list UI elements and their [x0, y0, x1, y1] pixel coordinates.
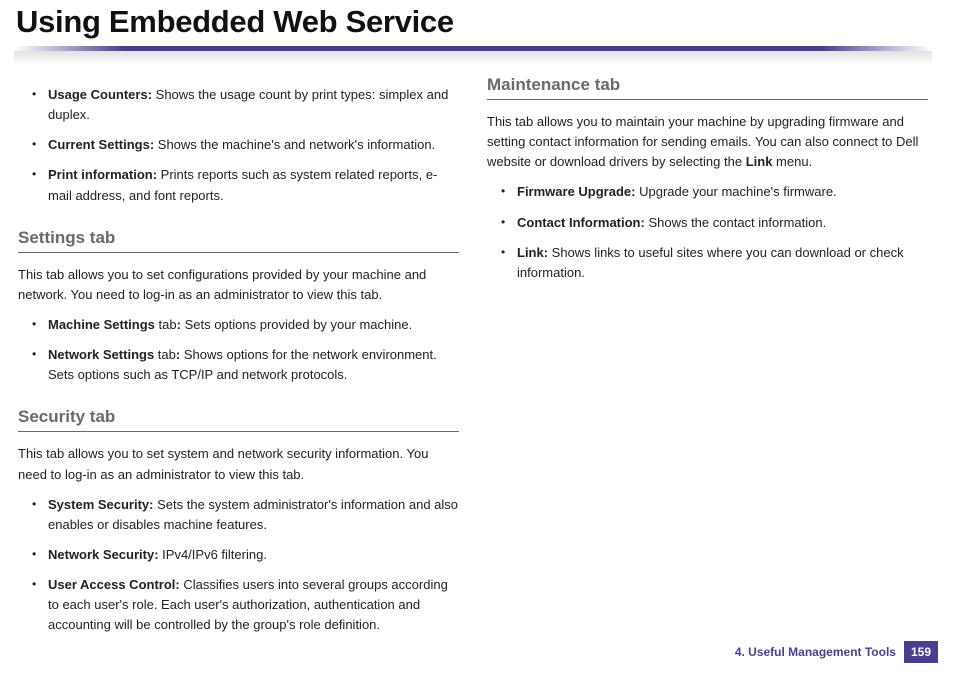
security-tab-heading: Security tab [18, 407, 459, 432]
maintenance-tab-heading: Maintenance tab [487, 75, 928, 100]
settings-tab-heading: Settings tab [18, 228, 459, 253]
list-item: System Security: Sets the system adminis… [38, 495, 459, 535]
page-title: Using Embedded Web Service [14, 4, 932, 40]
item-label: Network Settings [48, 347, 154, 362]
list-item: Link: Shows links to useful sites where … [507, 243, 928, 283]
list-item: Current Settings: Shows the machine's an… [38, 135, 459, 155]
title-underline [14, 46, 932, 51]
item-text: Shows the machine's and network's inform… [154, 137, 435, 152]
chapter-label: 4. Useful Management Tools [735, 645, 896, 659]
title-bar: Using Embedded Web Service [14, 0, 932, 59]
item-label: Print information: [48, 167, 157, 182]
list-item: Network Settings tab: Shows options for … [38, 345, 459, 385]
item-text: Shows links to useful sites where you ca… [517, 245, 904, 280]
item-label: Contact Information: [517, 215, 645, 230]
item-text: Shows the contact information. [645, 215, 826, 230]
item-mid: tab [154, 347, 176, 362]
content-columns: Usage Counters: Shows the usage count by… [14, 75, 932, 646]
item-label: System Security: [48, 497, 154, 512]
item-text: Upgrade your machine's firmware. [635, 184, 836, 199]
page: Using Embedded Web Service Usage Counter… [0, 0, 954, 675]
list-item: Print information: Prints reports such a… [38, 165, 459, 205]
page-number: 159 [904, 641, 938, 663]
list-item: Network Security: IPv4/IPv6 filtering. [38, 545, 459, 565]
right-column: Maintenance tab This tab allows you to m… [487, 75, 928, 646]
list-item: Firmware Upgrade: Upgrade your machine's… [507, 182, 928, 202]
item-mid: tab [155, 317, 177, 332]
item-label: Network Security: [48, 547, 159, 562]
item-label: Machine Settings [48, 317, 155, 332]
maintenance-tab-items: Firmware Upgrade: Upgrade your machine's… [487, 182, 928, 283]
security-tab-intro: This tab allows you to set system and ne… [18, 444, 459, 484]
maintenance-tab-intro: This tab allows you to maintain your mac… [487, 112, 928, 172]
intro-pre: This tab allows you to maintain your mac… [487, 114, 918, 169]
item-label: Usage Counters: [48, 87, 152, 102]
intro-bold: Link [746, 154, 773, 169]
item-label: User Access Control: [48, 577, 180, 592]
item-text: Sets options provided by your machine. [181, 317, 412, 332]
list-item: Usage Counters: Shows the usage count by… [38, 85, 459, 125]
item-label: Current Settings: [48, 137, 154, 152]
item-label: Link: [517, 245, 548, 260]
item-text: IPv4/IPv6 filtering. [159, 547, 267, 562]
page-footer: 4. Useful Management Tools 159 [735, 641, 938, 663]
intro-post: menu. [772, 154, 812, 169]
list-item: Machine Settings tab: Sets options provi… [38, 315, 459, 335]
settings-tab-items: Machine Settings tab: Sets options provi… [18, 315, 459, 385]
list-item: Contact Information: Shows the contact i… [507, 213, 928, 233]
security-tab-items: System Security: Sets the system adminis… [18, 495, 459, 636]
item-label: Firmware Upgrade: [517, 184, 635, 199]
list-item: User Access Control: Classifies users in… [38, 575, 459, 635]
settings-tab-intro: This tab allows you to set configuration… [18, 265, 459, 305]
information-tab-items: Usage Counters: Shows the usage count by… [18, 85, 459, 206]
left-column: Usage Counters: Shows the usage count by… [18, 75, 459, 646]
